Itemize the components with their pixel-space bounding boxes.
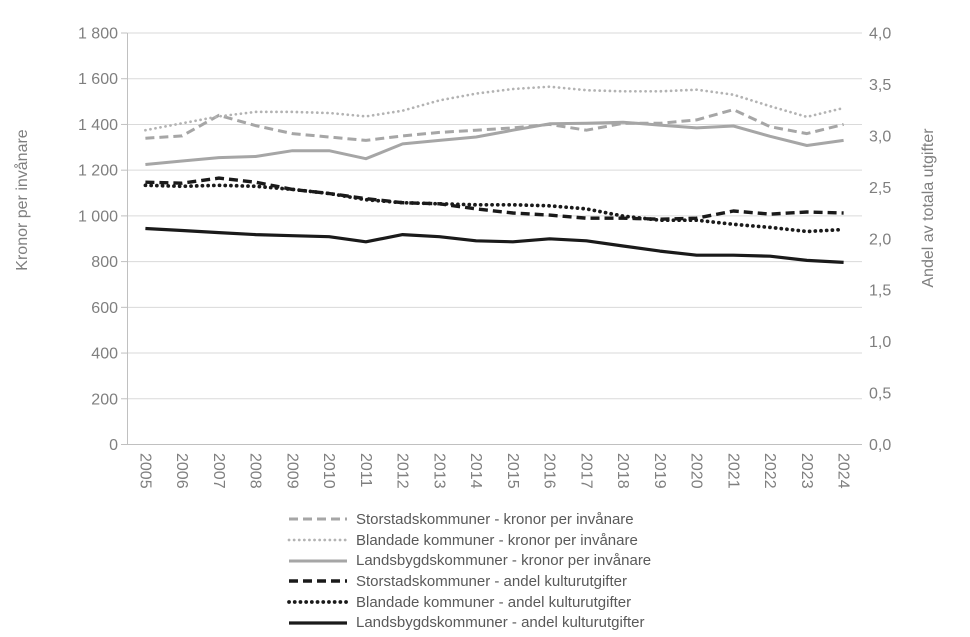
y-axis-left-tick-label: 400 <box>91 346 118 363</box>
legend-label: Landsbygdskommuner - andel kulturutgifte… <box>356 614 645 632</box>
legend-line-sample <box>289 559 347 563</box>
legend-label: Storstadskommuner - kronor per invånare <box>356 510 634 528</box>
y-axis-left-tick-label: 0 <box>109 437 118 454</box>
x-axis-tick-label: 2009 <box>283 453 300 489</box>
x-axis-tick-label: 2016 <box>541 453 558 489</box>
x-axis-tick-label: 2020 <box>688 453 705 489</box>
y-axis-right-tick-label: 0,5 <box>869 386 891 403</box>
series-line <box>145 226 844 264</box>
legend-item: Storstadskommuner - kronor per invånare <box>287 509 651 530</box>
x-axis-tick-label: 2022 <box>761 453 778 489</box>
x-axis-tick-label: 2019 <box>651 453 668 489</box>
legend-line-sample <box>289 621 347 625</box>
y-axis-left-tick-label: 1 000 <box>78 208 118 225</box>
series-line <box>143 183 846 234</box>
series-line <box>145 120 844 166</box>
legend-item: Blandade kommuner - andel kulturutgifter <box>287 592 651 613</box>
x-axis-tick-label: 2024 <box>835 453 852 489</box>
x-axis-tick-label: 2021 <box>724 453 741 489</box>
y-axis-right-tick-label: 1,0 <box>869 334 891 351</box>
x-axis-tick-label: 2012 <box>394 453 411 489</box>
x-axis-tick-label: 2018 <box>614 453 631 489</box>
y-axis-left-tick-label: 1 400 <box>78 117 118 134</box>
y-axis-left-title: Kronor per invånare <box>13 129 31 271</box>
legend-item: Landsbygdskommuner - kronor per invånare <box>287 550 651 571</box>
legend-item: Landsbygdskommuner - andel kulturutgifte… <box>287 612 651 633</box>
legend-label: Landsbygdskommuner - kronor per invånare <box>356 552 652 570</box>
x-axis-tick-label: 2005 <box>136 453 153 489</box>
y-axis-right-tick-label: 4,0 <box>869 26 891 43</box>
legend-item: Storstadskommuner - andel kulturutgifter <box>287 571 651 592</box>
x-axis-tick-label: 2010 <box>320 453 337 489</box>
series-line <box>145 108 844 142</box>
y-axis-left-tick-label: 600 <box>91 300 118 317</box>
y-axis-left-tick-label: 1 200 <box>78 163 118 180</box>
legend-line-sample <box>287 600 349 604</box>
y-axis-left-tick-label: 1 600 <box>78 71 118 88</box>
legend-line-sample <box>289 517 347 521</box>
x-axis-tick-label: 2006 <box>173 453 190 489</box>
x-axis-tick-label: 2023 <box>798 453 815 489</box>
y-axis-right-tick-label: 0,0 <box>869 437 891 454</box>
series-line <box>144 85 845 132</box>
legend-label: Blandade kommuner - kronor per invånare <box>356 531 638 549</box>
y-axis-left-tick-label: 200 <box>91 391 118 408</box>
chart-legend: Storstadskommuner - kronor per invånare B… <box>287 509 651 633</box>
y-axis-right-tick-label: 1,5 <box>869 283 891 300</box>
y-axis-right-tick-label: 3,5 <box>869 77 891 94</box>
legend-line-sample <box>289 579 347 584</box>
x-axis-tick-label: 2014 <box>467 453 484 489</box>
y-axis-left-tick-label: 800 <box>91 254 118 271</box>
series-line <box>145 176 844 221</box>
legend-line-sample <box>287 538 349 542</box>
y-axis-right-tick-label: 3,0 <box>869 128 891 145</box>
legend-label: Blandade kommuner - andel kulturutgifter <box>356 593 632 611</box>
y-axis-right-title: Andel av totala utgifter <box>920 128 937 288</box>
y-axis-right-tick-label: 2,0 <box>869 231 891 248</box>
legend-label: Storstadskommuner - andel kulturutgifter <box>356 572 627 590</box>
plot-area: 1 800 1 600 1 400 1 200 1 000 800 600 400 200 0 4,… <box>13 26 937 489</box>
x-axis-tick-label: 2008 <box>247 453 264 489</box>
x-axis-tick-label: 2017 <box>577 453 594 489</box>
x-axis-tick-label: 2013 <box>430 453 447 489</box>
x-axis-tick-label: 2011 <box>357 453 374 488</box>
legend-item: Blandade kommuner - kronor per invånare <box>287 530 651 551</box>
x-axis-tick-label: 2007 <box>210 453 227 489</box>
x-axis-tick-label: 2015 <box>504 453 521 489</box>
y-axis-right-tick-label: 2,5 <box>869 180 891 197</box>
y-axis-left-tick-label: 1 800 <box>78 26 118 43</box>
